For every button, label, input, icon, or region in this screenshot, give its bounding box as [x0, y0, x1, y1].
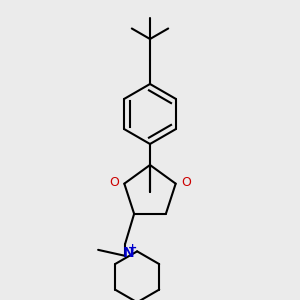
Text: +: + — [128, 243, 137, 253]
Text: O: O — [181, 176, 191, 189]
Text: N: N — [122, 246, 134, 260]
Text: O: O — [109, 176, 119, 189]
